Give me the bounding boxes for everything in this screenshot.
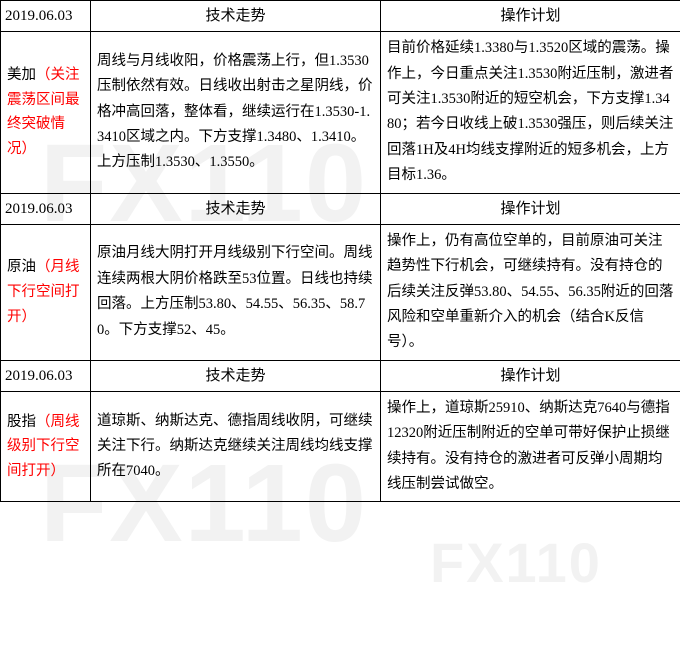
- col-header-trend: 技术走势: [91, 360, 381, 391]
- table-row: 2019.06.03 技术走势 操作计划: [1, 193, 680, 224]
- analysis-table: 2019.06.03 技术走势 操作计划 美加（关注震荡区间最终突破情况） 周线…: [0, 0, 680, 502]
- col-header-trend: 技术走势: [91, 1, 381, 32]
- table-row: 股指（周线级别下行空间打开） 道琼斯、纳斯达克、德指周线收阴，可继续关注下行。纳…: [1, 391, 680, 502]
- instrument-cell: 股指（周线级别下行空间打开）: [1, 391, 91, 502]
- col-header-trend: 技术走势: [91, 193, 381, 224]
- trend-cell: 周线与月线收阳，价格震荡上行，但1.3530压制依然有效。日线收出射击之星阴线，…: [91, 32, 381, 193]
- table-row: 2019.06.03 技术走势 操作计划: [1, 360, 680, 391]
- instrument-cell: 美加（关注震荡区间最终突破情况）: [1, 32, 91, 193]
- trend-cell: 原油月线大阴打开月线级别下行空间。周线连续两根大阴价格跌至53位置。日线也持续回…: [91, 224, 381, 360]
- table-row: 原油（月线下行空间打开） 原油月线大阴打开月线级别下行空间。周线连续两根大阴价格…: [1, 224, 680, 360]
- date-cell: 2019.06.03: [1, 193, 91, 224]
- instrument-name: 股指: [7, 414, 36, 430]
- date-cell: 2019.06.03: [1, 360, 91, 391]
- table-row: 美加（关注震荡区间最终突破情况） 周线与月线收阳，价格震荡上行，但1.3530压…: [1, 32, 680, 193]
- plan-cell: 操作上，道琼斯25910、纳斯达克7640与德指12320附近压制附近的空单可带…: [381, 391, 680, 502]
- col-header-plan: 操作计划: [381, 1, 680, 32]
- date-cell: 2019.06.03: [1, 1, 91, 32]
- trend-cell: 道琼斯、纳斯达克、德指周线收阴，可继续关注下行。纳斯达克继续关注周线均线支撑所在…: [91, 391, 381, 502]
- instrument-cell: 原油（月线下行空间打开）: [1, 224, 91, 360]
- col-header-plan: 操作计划: [381, 360, 680, 391]
- watermark-text-3: FX110: [430, 530, 602, 595]
- plan-cell: 目前价格延续1.3380与1.3520区域的震荡。操作上，今日重点关注1.353…: [381, 32, 680, 193]
- col-header-plan: 操作计划: [381, 193, 680, 224]
- table-row: 2019.06.03 技术走势 操作计划: [1, 1, 680, 32]
- instrument-name: 美加: [7, 67, 36, 83]
- instrument-name: 原油: [7, 259, 36, 275]
- plan-cell: 操作上，仍有高位空单的，目前原油可关注趋势性下行机会，可继续持有。没有持仓的后续…: [381, 224, 680, 360]
